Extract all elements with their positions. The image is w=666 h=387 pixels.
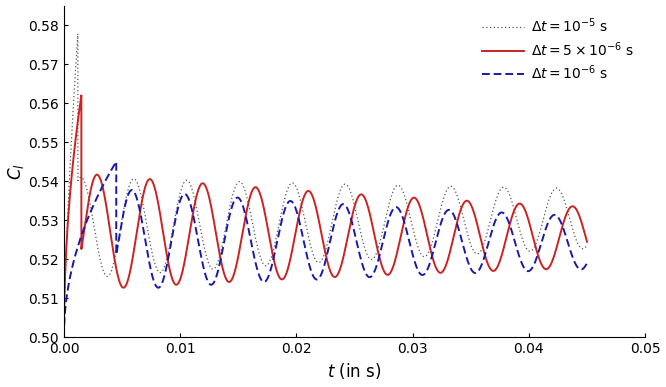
Y-axis label: $C_l$: $C_l$ [5, 163, 25, 180]
$\Delta t = 10^{-6}$ s [583, 260, 591, 265]
$\Delta t = 10^{-6}$ s [454, 223, 462, 227]
$\Delta t = 10^{-6}$ s [305, 261, 313, 266]
$\Delta t = 10^{-6}$ s [60, 335, 68, 339]
$\Delta t = 5 \times 10^{-6}$ s [60, 335, 68, 339]
$\Delta t = 10^{-6}$ s [248, 246, 256, 251]
$\Delta t = 5 \times 10^{-6}$ s [402, 212, 410, 217]
$\Delta t = 10^{-5}$ s [200, 243, 208, 248]
$\Delta t = 10^{-5}$ s [74, 31, 82, 36]
$\Delta t = 10^{-6}$ s [63, 291, 71, 295]
Line: $\Delta t = 5 \times 10^{-6}$ s: $\Delta t = 5 \times 10^{-6}$ s [64, 96, 587, 337]
$\Delta t = 10^{-5}$ s [583, 243, 591, 247]
$\Delta t = 5 \times 10^{-6}$ s [534, 253, 542, 257]
$\Delta t = 10^{-5}$ s [90, 224, 98, 228]
$\Delta t = 10^{-5}$ s [388, 193, 396, 198]
Line: $\Delta t = 10^{-5}$ s: $\Delta t = 10^{-5}$ s [64, 34, 587, 337]
$\Delta t = 5 \times 10^{-6}$ s [85, 200, 93, 204]
Legend: $\Delta t = 10^{-5}$ s, $\Delta t = 5 \times 10^{-6}$ s, $\Delta t = 10^{-6}$ s: $\Delta t = 10^{-5}$ s, $\Delta t = 5 \t… [478, 12, 638, 86]
$\Delta t = 10^{-5}$ s [380, 224, 388, 228]
X-axis label: $t$ (in s): $t$ (in s) [327, 361, 382, 382]
$\Delta t = 5 \times 10^{-6}$ s [412, 196, 420, 201]
$\Delta t = 5 \times 10^{-6}$ s [116, 280, 124, 285]
$\Delta t = 10^{-6}$ s [259, 279, 267, 284]
$\Delta t = 10^{-5}$ s [574, 242, 582, 247]
$\Delta t = 5 \times 10^{-6}$ s [583, 240, 591, 244]
Line: $\Delta t = 10^{-6}$ s: $\Delta t = 10^{-6}$ s [64, 161, 587, 337]
$\Delta t = 5 \times 10^{-6}$ s [77, 93, 85, 98]
$\Delta t = 5 \times 10^{-6}$ s [103, 207, 111, 211]
$\Delta t = 10^{-5}$ s [473, 252, 481, 256]
$\Delta t = 10^{-5}$ s [60, 335, 68, 339]
$\Delta t = 10^{-6}$ s [113, 159, 121, 164]
$\Delta t = 10^{-6}$ s [436, 224, 444, 229]
